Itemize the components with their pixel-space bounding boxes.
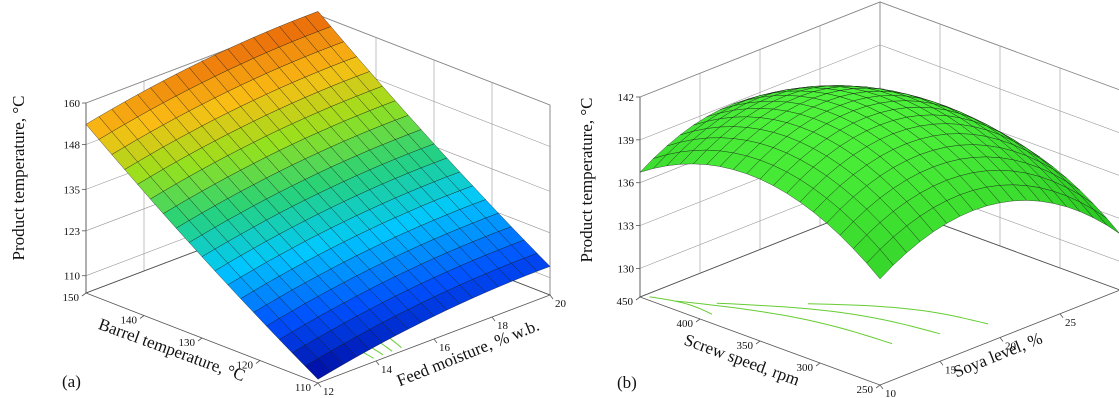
x-tick-label: 16 xyxy=(439,342,451,354)
y-tick-label: 250 xyxy=(857,384,874,396)
y-tick-mark xyxy=(313,382,319,387)
z-tick-label: 142 xyxy=(618,92,635,104)
z-tick-label: 123 xyxy=(64,226,81,238)
y-tick-label: 400 xyxy=(677,318,694,330)
z-tick-label: 135 xyxy=(64,184,81,196)
y-tick-label: 150 xyxy=(63,292,80,304)
x-tick-mark xyxy=(999,337,1004,342)
y-axis-label: Barrel temperature, °C xyxy=(96,314,248,385)
y-tick-label: 110 xyxy=(295,382,312,394)
y-tick-mark xyxy=(197,337,203,342)
y-tick-label: 130 xyxy=(179,337,196,349)
y-tick-label: 120 xyxy=(237,360,254,372)
panel-b-chart: 1301331361391422503003504004501015202530… xyxy=(577,1,1119,398)
surface-patch xyxy=(1093,209,1119,234)
z-tick-label: 139 xyxy=(618,135,635,147)
y-tick-mark xyxy=(255,360,261,364)
x-tick-mark xyxy=(549,294,554,300)
x-tick-mark xyxy=(317,382,322,388)
x-tick-label: 18 xyxy=(497,320,509,332)
x-tick-label: 20 xyxy=(1005,341,1017,353)
x-tick-label: 20 xyxy=(555,298,567,310)
panel-label: (a) xyxy=(62,372,81,391)
x-axis-label: Soya level, % xyxy=(951,328,1045,381)
x-tick-mark xyxy=(1059,313,1064,318)
x-tick-mark xyxy=(433,338,438,344)
y-tick-mark xyxy=(695,318,701,323)
z-tick-label: 148 xyxy=(64,139,81,151)
x-tick-label: 12 xyxy=(323,386,334,398)
y-tick-mark xyxy=(635,296,641,301)
y-tick-mark xyxy=(875,384,881,389)
x-tick-label: 25 xyxy=(1065,317,1077,329)
z-axis-label: Product temperature, °C xyxy=(9,96,28,261)
contour-line xyxy=(675,300,893,345)
panel-label: (b) xyxy=(617,373,637,392)
z-tick-label: 130 xyxy=(618,263,635,275)
x-tick-label: 14 xyxy=(381,364,393,376)
x-tick-mark xyxy=(939,361,944,366)
y-tick-label: 450 xyxy=(617,296,634,308)
x-tick-mark xyxy=(375,360,380,366)
x-tick-label: 10 xyxy=(885,388,897,398)
contour-line xyxy=(716,302,941,335)
z-gridline xyxy=(639,1,1119,98)
panel-a-chart: 110 123 135 148 160 110 120 130 140 150 12 14 16 18 20… xyxy=(9,11,567,398)
z-tick-label: 133 xyxy=(618,221,635,233)
y-tick-label: 140 xyxy=(121,315,138,327)
surface-patch xyxy=(304,358,332,380)
x-tick-mark xyxy=(879,384,884,390)
y-tick-label: 350 xyxy=(737,340,754,352)
contour-line xyxy=(807,303,989,325)
x-tick-label: 15 xyxy=(945,364,957,376)
z-axis-label: Product temperature, °C xyxy=(577,98,596,263)
y-tick-mark xyxy=(755,340,761,345)
x-tick-mark xyxy=(491,316,496,322)
y-tick-mark xyxy=(139,315,145,319)
y-tick-mark xyxy=(815,362,821,367)
z-tick-label: 136 xyxy=(618,178,635,190)
x-axis-label: Feed moisture, % w.b. xyxy=(394,316,542,391)
y-tick-label: 300 xyxy=(797,362,814,374)
z-tick-label: 110 xyxy=(64,271,81,283)
contour-line xyxy=(649,296,713,315)
surface-patch xyxy=(866,249,894,280)
z-tick-label: 160 xyxy=(64,98,81,110)
y-tick-mark xyxy=(81,292,87,297)
